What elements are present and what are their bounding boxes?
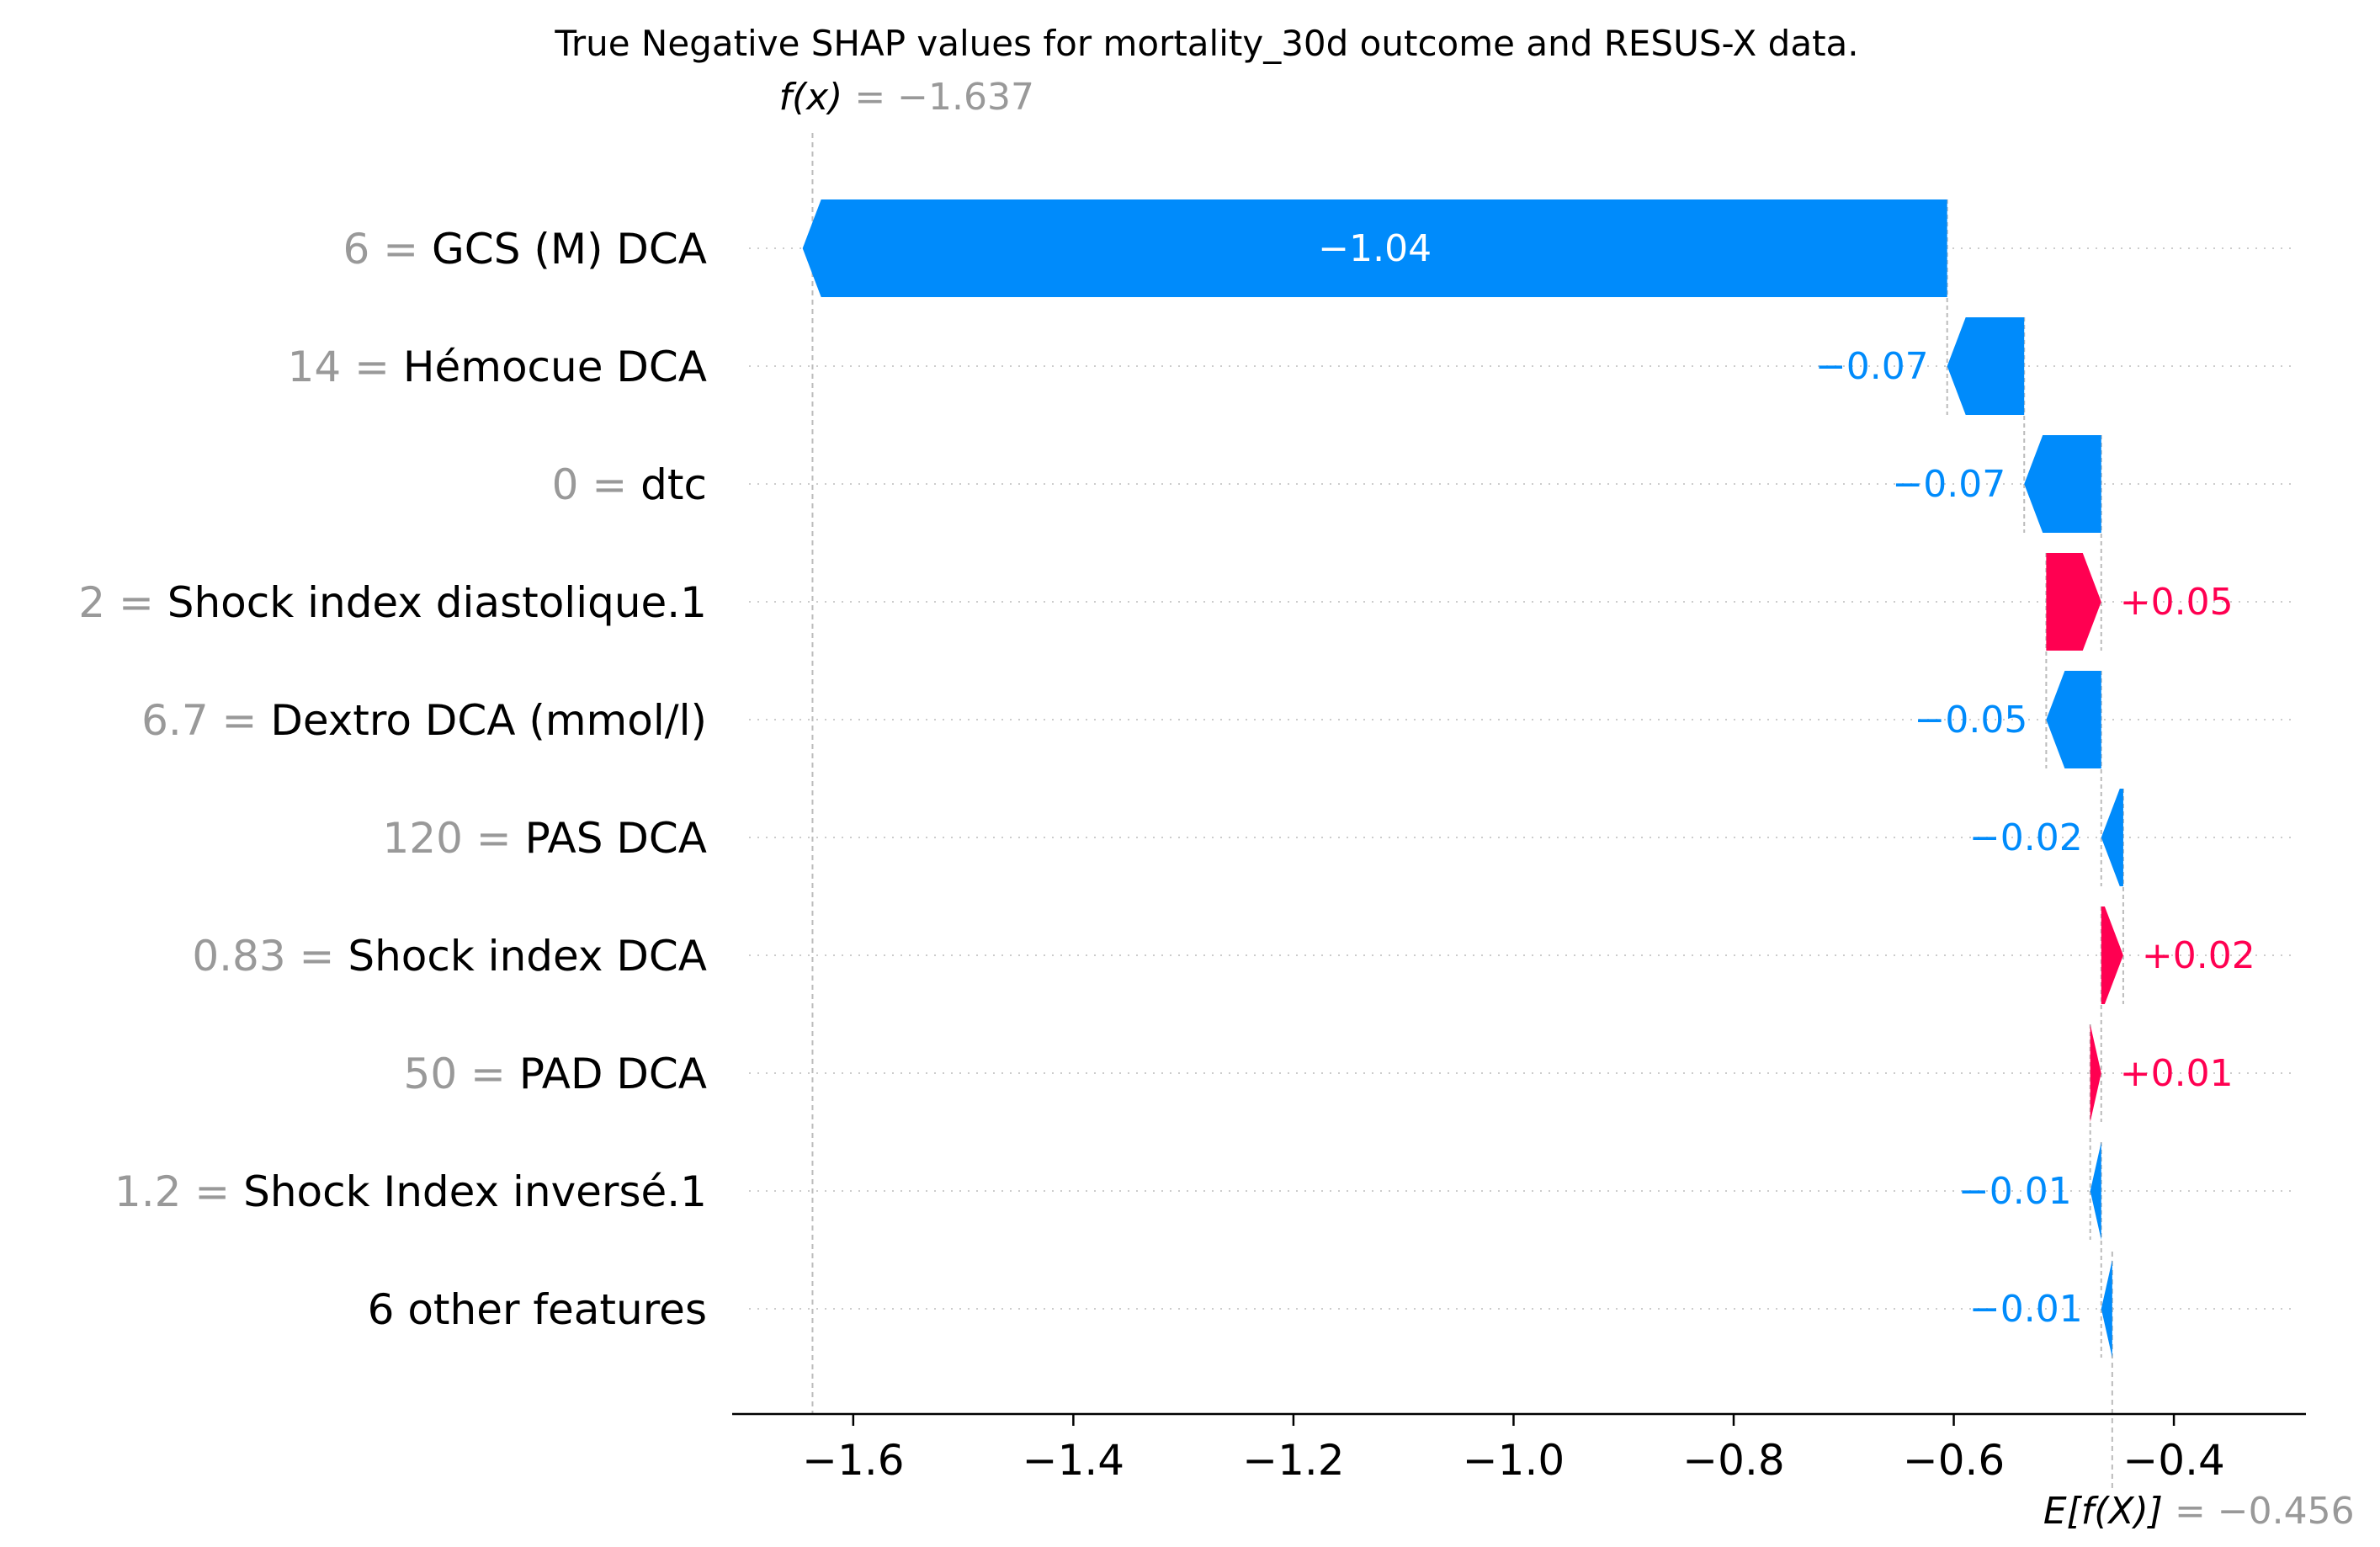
bar-value-label: +0.05 <box>2120 581 2234 624</box>
expected-value-annotation: E[f(X)] = −0.456 <box>2043 1490 2355 1533</box>
fx-name: f(x) <box>778 76 842 119</box>
shap-bar <box>2101 1260 2112 1358</box>
shap-bar <box>2024 435 2101 533</box>
feature-name: 6 other features <box>368 1285 707 1334</box>
shap-bar <box>2101 789 2123 886</box>
feature-name: dtc <box>640 460 707 509</box>
feature-name: Shock index DCA <box>348 932 707 981</box>
fx-annotation: f(x) = −1.637 <box>778 76 1034 119</box>
base-label: E[f(X)] = −0.456 <box>2043 1490 2355 1533</box>
bar-value-label: +0.02 <box>2142 934 2255 977</box>
shap-bar <box>2046 671 2101 768</box>
feature-label: 0.83 = Shock index DCA <box>192 932 707 981</box>
row-gridlines <box>749 247 2298 1310</box>
feature-name: Dextro DCA (mmol/l) <box>270 696 707 745</box>
feature-name: Hémocue DCA <box>403 343 707 391</box>
feature-label: 6 other features <box>368 1285 707 1334</box>
feature-value: 50 = <box>404 1050 519 1098</box>
x-tick-label: −1.6 <box>802 1436 904 1485</box>
feature-value: 6 = <box>343 225 433 274</box>
base-name: E[f(X)] <box>2043 1490 2163 1533</box>
bar-value-label: −0.07 <box>1815 345 1929 388</box>
bar-value-label: +0.01 <box>2120 1052 2234 1095</box>
bar-value-label: −0.01 <box>1969 1288 2083 1331</box>
x-tick-label: −0.4 <box>2122 1436 2224 1485</box>
fx-value: = −1.637 <box>842 76 1034 119</box>
feature-label: 6.7 = Dextro DCA (mmol/l) <box>141 696 707 745</box>
feature-name: Shock Index inversé.1 <box>243 1167 707 1216</box>
bar-value-label: −0.02 <box>1969 816 2083 859</box>
feature-label: 2 = Shock index diastolique.1 <box>78 578 707 627</box>
x-axis: −1.6 −1.4 −1.2 −1.0 −0.8 −0.6 −0.4 <box>732 1412 2306 1485</box>
feature-value: 120 = <box>382 814 524 863</box>
bar-value-label: −0.07 <box>1892 463 2005 506</box>
bar-value-label: −1.04 <box>1318 227 1432 270</box>
x-tick-label: −1.2 <box>1242 1436 1344 1485</box>
x-tick-label: −1.4 <box>1023 1436 1124 1485</box>
shap-bars: −1.04 −0.07 −0.07 +0.05 −0.05 −0.02 +0.02 +0.01… <box>802 199 2255 1358</box>
feature-name: PAS DCA <box>525 814 707 863</box>
guide-lines <box>811 133 2124 1490</box>
feature-label: 14 = Hémocue DCA <box>288 343 707 391</box>
feature-value: 6.7 = <box>141 696 270 745</box>
feature-label: 0 = dtc <box>552 460 707 509</box>
chart-title: True Negative SHAP values for mortality_… <box>554 23 1858 64</box>
shap-bar <box>802 199 1947 297</box>
feature-name: PAD DCA <box>519 1050 707 1098</box>
fx-label: f(x) = −1.637 <box>778 76 1034 119</box>
shap-bar <box>2046 553 2101 651</box>
feature-label: 50 = PAD DCA <box>404 1050 707 1098</box>
shap-bar <box>2090 1024 2101 1122</box>
feature-name: Shock index diastolique.1 <box>167 578 707 627</box>
bar-value-label: −0.05 <box>1915 699 2028 742</box>
x-tick-label: −0.8 <box>1682 1436 1784 1485</box>
feature-label: 120 = PAS DCA <box>382 814 707 863</box>
feature-label: 1.2 = Shock Index inversé.1 <box>114 1167 707 1216</box>
feature-value: 0.83 = <box>192 932 348 981</box>
feature-value: 14 = <box>288 343 403 391</box>
x-tick-label: −1.0 <box>1463 1436 1565 1485</box>
bar-value-label: −0.01 <box>1958 1170 2072 1213</box>
base-value: = −0.456 <box>2163 1490 2355 1533</box>
feature-value: 1.2 = <box>114 1167 243 1216</box>
shap-bar <box>1947 317 2025 415</box>
x-tick-label: −0.6 <box>1903 1436 2005 1485</box>
feature-name: GCS (M) DCA <box>432 225 707 274</box>
shap-bar <box>2090 1142 2101 1240</box>
feature-value: 2 = <box>78 578 167 627</box>
feature-value: 0 = <box>552 460 641 509</box>
shap-bar <box>2101 906 2123 1004</box>
feature-labels: 6 = GCS (M) DCA 14 = Hémocue DCA 0 = dtc 2 … <box>78 225 707 1334</box>
feature-label: 6 = GCS (M) DCA <box>343 225 707 274</box>
